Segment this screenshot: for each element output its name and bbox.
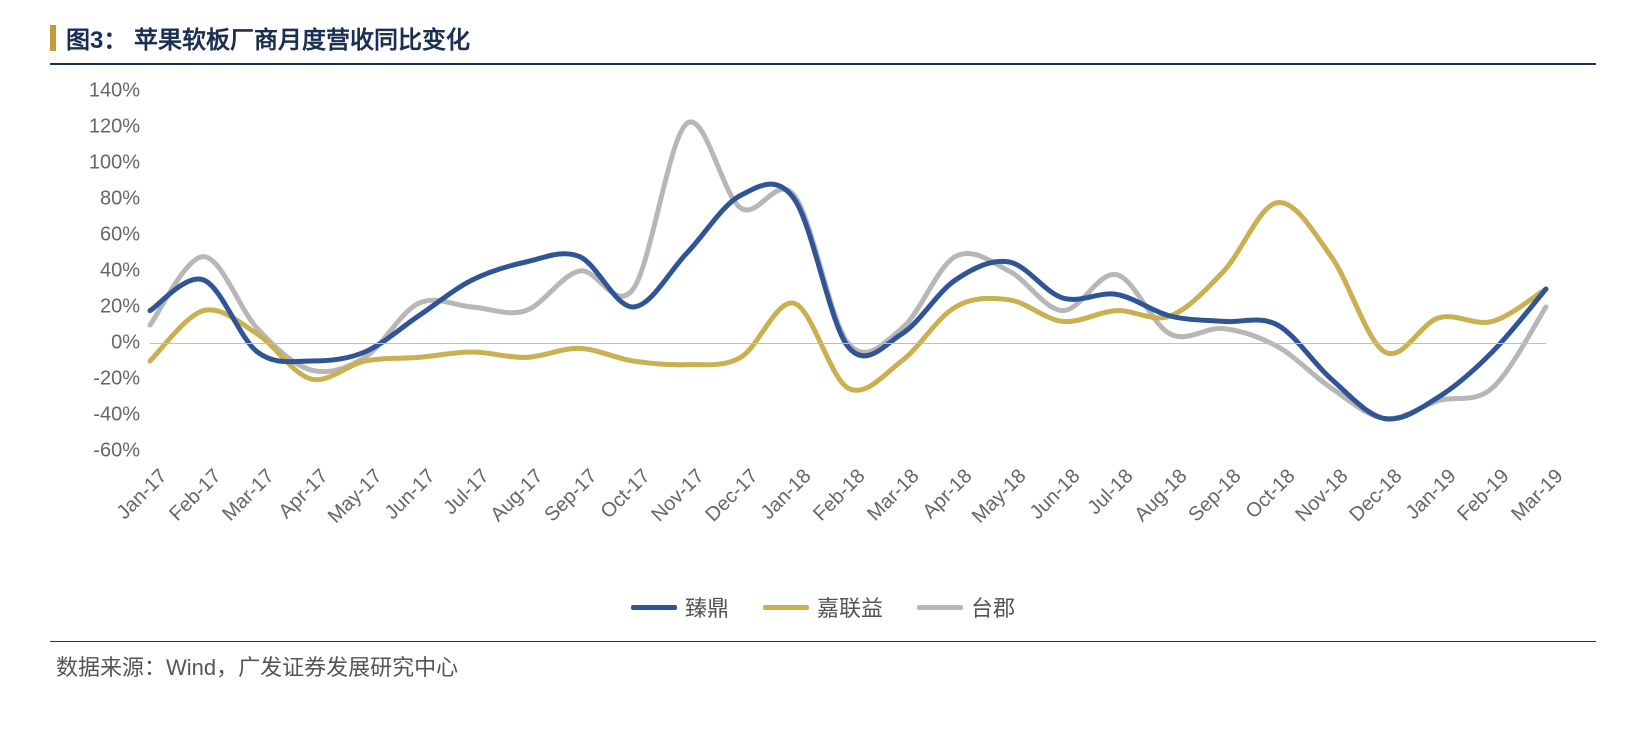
y-tick-label: 40% (50, 260, 140, 283)
legend-swatch (917, 605, 963, 610)
line-chart-svg (150, 91, 1546, 451)
zero-axis-line (150, 343, 1546, 344)
x-tick-label: Dec-18 (1345, 465, 1407, 527)
legend-item: 嘉联益 (763, 591, 883, 623)
y-tick-label: 100% (50, 152, 140, 175)
x-tick-label: Aug-18 (1131, 465, 1193, 527)
x-tick-label: Jun-17 (381, 465, 441, 525)
legend: 臻鼎 嘉联益 台郡 (50, 591, 1596, 623)
legend-swatch (631, 605, 677, 610)
y-tick-label: -40% (50, 404, 140, 427)
x-tick-label: Jul-17 (440, 465, 495, 520)
x-tick-label: Mar-18 (863, 465, 924, 526)
y-tick-label: -60% (50, 440, 140, 463)
x-tick-label: Nov-18 (1292, 465, 1354, 527)
y-tick-label: 80% (50, 188, 140, 211)
footer-divider: 数据来源：Wind，广发证券发展研究中心 (50, 641, 1596, 682)
x-tick-label: Apr-17 (275, 465, 334, 524)
x-tick-label: Apr-18 (919, 465, 978, 524)
accent-bar (50, 25, 56, 51)
y-tick-label: -20% (50, 368, 140, 391)
x-tick-label: Mar-19 (1507, 465, 1568, 526)
y-tick-label: 120% (50, 116, 140, 139)
x-tick-label: Feb-17 (165, 465, 226, 526)
x-tick-label: Oct-17 (597, 465, 656, 524)
y-tick-label: 60% (50, 224, 140, 247)
x-tick-label: May-18 (968, 465, 1031, 528)
x-tick-label: Nov-17 (647, 465, 709, 527)
title-main: 苹果软板厂商月度营收同比变化 (134, 27, 470, 54)
x-tick-label: Jun-18 (1026, 465, 1086, 525)
series-line (150, 184, 1546, 419)
series-line (150, 202, 1546, 390)
chart-title-row: 图3： 苹果软板厂商月度营收同比变化 (50, 20, 1596, 65)
chart-area: -60% -40% -20% 0% 20% 40% 60% 80% 100% 120% 140% J… (50, 71, 1596, 591)
x-tick-label: May-17 (324, 465, 387, 528)
source-text: 数据来源：Wind，广发证券发展研究中心 (50, 650, 1596, 682)
legend-item: 台郡 (917, 591, 1015, 623)
legend-label: 嘉联益 (817, 591, 883, 623)
x-tick-label: Sep-17 (540, 465, 602, 527)
title-prefix: 图3： (66, 27, 127, 54)
legend-item: 臻鼎 (631, 591, 729, 623)
x-tick-label: Aug-17 (486, 465, 548, 527)
legend-swatch (763, 605, 809, 610)
x-tick-label: Oct-18 (1241, 465, 1300, 524)
x-tick-label: Dec-17 (701, 465, 763, 527)
x-tick-label: Jan-17 (113, 465, 173, 525)
legend-label: 臻鼎 (685, 591, 729, 623)
y-tick-label: 140% (50, 80, 140, 103)
x-tick-label: Sep-18 (1184, 465, 1246, 527)
legend-label: 台郡 (971, 591, 1015, 623)
x-tick-label: Feb-18 (809, 465, 870, 526)
y-tick-label: 0% (50, 332, 140, 355)
x-tick-label: Jan-19 (1401, 465, 1461, 525)
y-tick-label: 20% (50, 296, 140, 319)
plot-region (150, 91, 1546, 451)
x-tick-label: Mar-17 (219, 465, 280, 526)
x-tick-label: Jan-18 (757, 465, 817, 525)
x-tick-label: Feb-19 (1453, 465, 1514, 526)
chart-title: 图3： 苹果软板厂商月度营收同比变化 (66, 20, 470, 55)
